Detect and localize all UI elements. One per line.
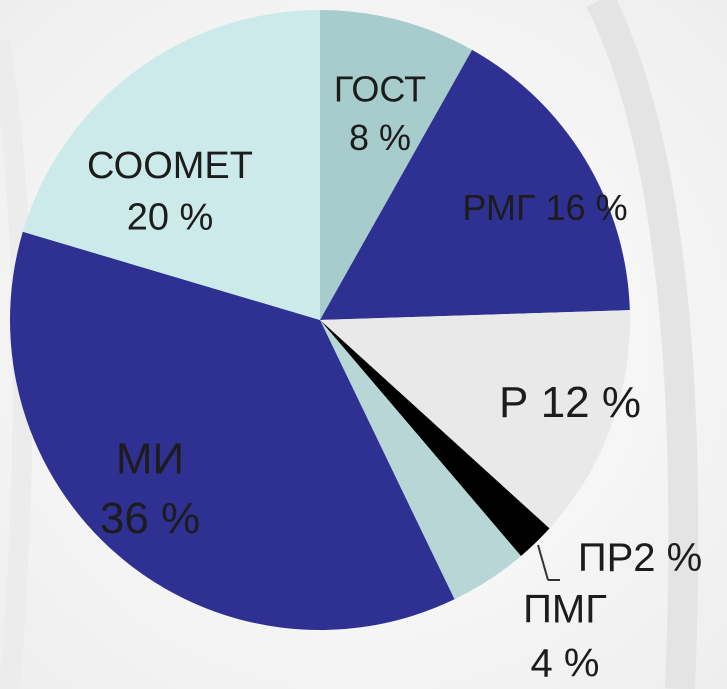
slice bbox=[320, 10, 473, 320]
category-label: МИ bbox=[116, 435, 184, 484]
slice-label: РМГ 16 % bbox=[462, 187, 627, 228]
value-label: 12 % bbox=[541, 378, 641, 427]
slice-label: Р 12 % bbox=[499, 378, 641, 427]
leader-line bbox=[537, 544, 549, 581]
category-label: Р bbox=[499, 378, 528, 427]
labels: ГОСТ 8 % РМГ 16 % Р 12 % ПР2 % ПМГ 4 % МИ 36 % СООМ… bbox=[87, 69, 702, 686]
category-label: ПР bbox=[578, 536, 633, 580]
slice bbox=[320, 310, 630, 529]
category-label: СООМЕТ bbox=[87, 145, 253, 187]
slice bbox=[320, 320, 521, 600]
category-label: ГОСТ bbox=[334, 69, 426, 110]
slice-label: ПР2 % bbox=[578, 536, 702, 580]
value-label: 36 % bbox=[100, 494, 200, 543]
value-label: 8 % bbox=[349, 117, 411, 158]
value-label: 4 % bbox=[531, 642, 600, 686]
category-label: ПМГ bbox=[523, 588, 607, 632]
slice bbox=[320, 320, 550, 557]
value-label: 2 % bbox=[633, 536, 702, 580]
slice bbox=[9, 231, 455, 630]
decoration bbox=[586, 0, 699, 689]
category-label: РМГ bbox=[462, 187, 535, 228]
value-label: 20 % bbox=[127, 196, 214, 238]
pie bbox=[9, 10, 630, 630]
value-label: 16 % bbox=[546, 187, 628, 228]
slice bbox=[320, 49, 630, 320]
slice bbox=[22, 10, 321, 320]
